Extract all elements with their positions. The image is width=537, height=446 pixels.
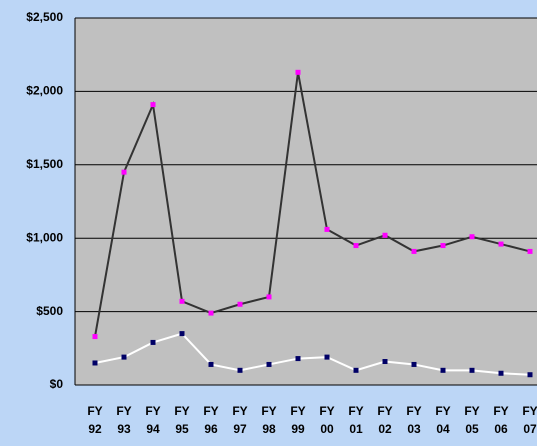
point — [208, 361, 214, 367]
point — [150, 339, 156, 345]
point — [527, 248, 533, 254]
plot-area — [75, 18, 537, 385]
y-tick-label: $1,500 — [26, 157, 63, 171]
point — [527, 372, 533, 378]
point — [179, 298, 185, 304]
point — [237, 367, 243, 373]
x-tick-label: FY 01 — [348, 404, 364, 436]
series-line — [94, 72, 531, 337]
point — [208, 310, 214, 316]
point — [92, 334, 98, 340]
x-tick-label: FY 96 — [203, 404, 219, 436]
point — [440, 367, 446, 373]
point — [324, 226, 330, 232]
x-tick-label: FY 97 — [232, 404, 248, 436]
point — [469, 367, 475, 373]
point — [324, 354, 330, 360]
point — [382, 232, 388, 238]
point — [440, 243, 446, 249]
point — [411, 248, 417, 254]
point — [411, 361, 417, 367]
point — [295, 69, 301, 75]
point — [92, 360, 98, 366]
x-tick-label: FY 06 — [493, 404, 509, 436]
point — [266, 361, 272, 367]
x-tick-label: FY 93 — [116, 404, 132, 436]
point — [150, 102, 156, 108]
x-tick-label: FY 95 — [174, 404, 190, 436]
y-tick-label: $2,500 — [26, 10, 63, 24]
point — [266, 294, 272, 300]
point — [498, 241, 504, 247]
x-tick-label: FY 04 — [435, 404, 451, 436]
x-tick-label: FY 94 — [145, 404, 161, 436]
point — [498, 370, 504, 376]
point — [179, 331, 185, 337]
x-tick-label: FY 07 — [522, 404, 537, 436]
x-tick-label: FY 00 — [319, 404, 335, 436]
y-tick-label: $2,000 — [26, 84, 63, 98]
y-tick-label: $500 — [36, 304, 63, 318]
series-line — [94, 332, 531, 376]
y-tick-label: $0 — [50, 377, 64, 391]
x-tick-label: FY 03 — [406, 404, 422, 436]
point — [121, 354, 127, 360]
y-tick-label: $1,000 — [26, 230, 63, 244]
point — [382, 359, 388, 365]
x-tick-label: FY 02 — [377, 404, 393, 436]
point — [353, 243, 359, 249]
x-tick-label: FY 98 — [261, 404, 277, 436]
x-tick-label: FY 92 — [87, 404, 103, 436]
point — [237, 301, 243, 307]
point — [469, 234, 475, 240]
x-tick-label: FY 05 — [464, 404, 480, 436]
point — [353, 367, 359, 373]
point — [295, 356, 301, 362]
x-tick-label: FY 99 — [290, 404, 306, 436]
point — [121, 169, 127, 175]
